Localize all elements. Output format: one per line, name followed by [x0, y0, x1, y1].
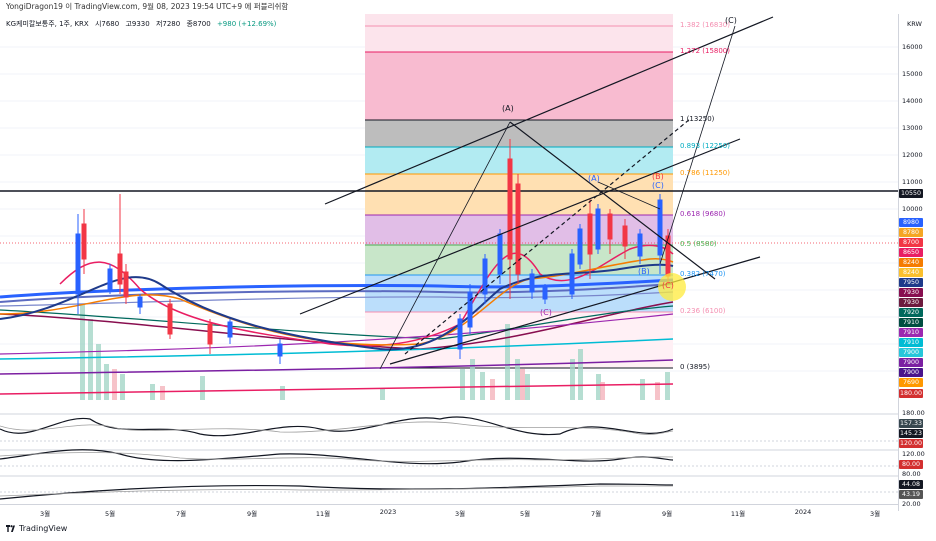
time-label: 3월 — [454, 510, 466, 518]
price-badge: 10550 — [899, 189, 923, 198]
footer-brand-text: TradingView — [19, 524, 68, 533]
price-badge: 8780 — [899, 228, 923, 237]
price-chart[interactable] — [0, 14, 898, 511]
price-badge: 7900 — [899, 368, 923, 377]
footer-brand[interactable]: TradingView — [6, 524, 67, 533]
attribution-text: YongiDragon19 이 TradingView.com, 9월 08, … — [6, 2, 289, 11]
time-label: 11월 — [315, 510, 331, 518]
price-badge: 7900 — [899, 358, 923, 367]
time-label: 11월 — [730, 510, 746, 518]
legend-change: +980 (+12.69%) — [216, 20, 277, 28]
oscillator-axis-label: 80.00 — [899, 460, 923, 469]
trendlines[interactable] — [299, 16, 774, 370]
attribution-bar: YongiDragon19 이 TradingView.com, 9월 08, … — [0, 0, 936, 14]
tradingview-logo-icon — [6, 525, 15, 532]
price-badge: 8650 — [899, 248, 923, 257]
price-badge: 7910 — [899, 318, 923, 327]
fib-label-0382: 0.382 (7470) — [680, 270, 726, 278]
fib-label-1382: 1.382 (16830) — [680, 21, 730, 29]
oscillator-axis-label: 145.23 — [899, 429, 923, 438]
price-tick: 13000 — [902, 124, 923, 132]
fib-label-0236: 0.236 (6100) — [680, 307, 726, 315]
fib-label-1: 1 (13250) — [680, 115, 715, 123]
wave-label-b-lower: (B) — [638, 267, 650, 276]
time-label: 3월 — [39, 510, 51, 518]
oscillator-axis-label: 44.08 — [899, 480, 923, 489]
time-label: 9월 — [661, 510, 673, 518]
price-badge: 7910 — [899, 328, 923, 337]
time-label: 2023 — [379, 508, 397, 516]
legend-high: 고9330 — [125, 20, 150, 28]
price-tick: 11000 — [902, 178, 923, 186]
volume-bars-down — [112, 369, 660, 400]
currency-label: KRW — [907, 20, 922, 28]
time-axis[interactable]: 3월 5월 7월 9월 11월 2023 3월 5월 7월 9월 11월 202… — [0, 504, 898, 519]
fib-label-05: 0.5 (8580) — [680, 240, 717, 248]
wave-label-c-lower: (C) — [662, 281, 674, 290]
wave-label-b-upper: (B) — [652, 172, 664, 181]
legend-open: 시7680 — [94, 20, 120, 28]
price-tick: 16000 — [902, 43, 923, 51]
time-label: 7월 — [175, 510, 187, 518]
fib-label-0893: 0.893 (12250) — [680, 142, 730, 150]
oscillator-axis-label: 120.00 — [902, 450, 925, 458]
fib-label-0: 0 (3895) — [680, 363, 710, 371]
price-badge: 8700 — [899, 238, 923, 247]
fib-label-0618: 0.618 (9680) — [680, 210, 726, 218]
oscillator-axis-label: 80.00 — [902, 470, 921, 478]
oscillator-axis-label: 120.00 — [899, 439, 923, 448]
price-badge: 7910 — [899, 338, 923, 347]
moving-averages — [0, 244, 674, 395]
price-badge: 7690 — [899, 378, 923, 387]
oscillator-axis-label: 20.00 — [902, 500, 921, 508]
wave-label-c-minor: (C) — [652, 181, 664, 190]
price-badge: 7930 — [899, 298, 923, 307]
wave-label-c-top: (C) — [725, 16, 737, 25]
wave-label-a-peak: (A) — [502, 104, 514, 113]
oscillator-axis-label: 43.19 — [899, 490, 923, 499]
target-zone-highlight — [658, 273, 686, 301]
price-badge: 7930 — [899, 288, 923, 297]
legend-symbol[interactable]: KG케미칼보통주, 1주, KRX — [6, 20, 89, 28]
time-label: 5월 — [104, 510, 116, 518]
price-badge: 7900 — [899, 348, 923, 357]
price-badge: 7950 — [899, 278, 923, 287]
price-axis[interactable]: KRW 16000 15000 14000 13000 12000 11000 … — [898, 14, 936, 511]
oscillator-pane-2 — [0, 449, 898, 467]
price-badge: 7920 — [899, 308, 923, 317]
oscillator-pane-1 — [0, 413, 898, 442]
price-badge: 8240 — [899, 268, 923, 277]
time-label: 2024 — [794, 508, 812, 516]
price-tick: 14000 — [902, 97, 923, 105]
time-label: 5월 — [519, 510, 531, 518]
time-label: 3월 — [869, 510, 881, 518]
oscillator-pane-3 — [0, 475, 898, 500]
oscillator-axis-label: 157.33 — [899, 419, 923, 428]
fib-label-1272: 1.272 (15800) — [680, 47, 730, 55]
time-label: 7월 — [590, 510, 602, 518]
fib-label-0786: 0.786 (11250) — [680, 169, 730, 177]
price-badge: 8240 — [899, 258, 923, 267]
time-label: 9월 — [246, 510, 258, 518]
legend-low: 저7280 — [155, 20, 181, 28]
candlesticks — [75, 139, 671, 364]
price-badge: 180.00 — [899, 389, 923, 398]
wave-label-a-minor: (A) — [588, 174, 600, 183]
price-tick: 10000 — [902, 205, 923, 213]
price-badge: 8980 — [899, 218, 923, 227]
price-tick: 12000 — [902, 151, 923, 159]
wave-label-c-bottom: (C) — [540, 308, 552, 317]
price-tick: 15000 — [902, 70, 923, 78]
oscillator-axis-label: 180.00 — [902, 409, 925, 417]
legend-close: 종8700 — [186, 20, 211, 28]
symbol-legend: KG케미칼보통주, 1주, KRX 시7680 고9330 저7280 종870… — [6, 18, 280, 30]
